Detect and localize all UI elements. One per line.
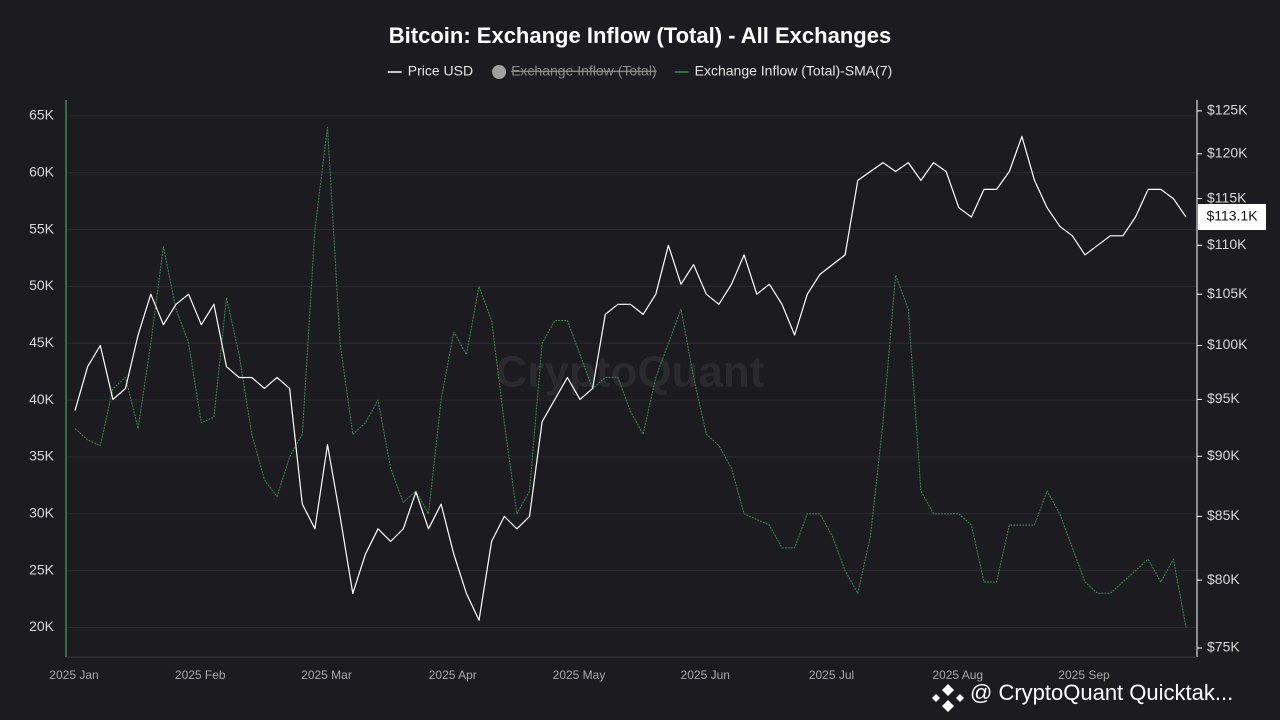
y2-tick-label: $125K [1207, 102, 1248, 118]
y2-tick-label: $110K [1207, 236, 1247, 252]
y2-tick-label: $120K [1207, 145, 1248, 161]
legend-label: Exchange Inflow (Total) [511, 63, 657, 79]
y-tick-label: 20K [29, 618, 55, 634]
x-tick-label: 2025 Aug [932, 668, 983, 682]
y-tick-label: 40K [29, 391, 55, 407]
price-label: $113.1K [1206, 208, 1258, 224]
y2-tick-label: $80K [1207, 571, 1240, 587]
chart-title: Bitcoin: Exchange Inflow (Total) - All E… [389, 23, 891, 48]
watermark: CryptoQuant [496, 348, 765, 397]
legend-label: Price USD [408, 63, 473, 79]
y-tick-label: 55K [29, 220, 55, 236]
y-tick-label: 35K [29, 448, 55, 464]
y-tick-label: 60K [29, 163, 55, 179]
y-tick-label: 45K [29, 334, 55, 350]
y-tick-label: 65K [29, 107, 55, 123]
x-tick-label: 2025 Apr [429, 668, 477, 682]
footer-logo [932, 684, 964, 712]
x-tick-label: 2025 Jul [809, 668, 854, 682]
y2-tick-label: $75K [1207, 639, 1240, 655]
legend: Price USD Exchange Inflow (Total) Exchange… [387, 63, 893, 79]
x-tick-label: 2025 Feb [175, 668, 226, 682]
series-line [74, 135, 1187, 621]
y-tick-label: 50K [29, 277, 55, 293]
y2-tick-label: $90K [1207, 447, 1240, 463]
series-line [74, 126, 1187, 628]
x-tick-label: 2025 May [553, 668, 606, 682]
y2-tick-label: $85K [1207, 507, 1240, 523]
legend-label: Exchange Inflow (Total)-SMA(7) [695, 63, 893, 79]
y-tick-label: 30K [29, 504, 55, 520]
x-tick-label: 2025 Jan [49, 668, 98, 682]
x-tick-label: 2025 Mar [301, 668, 352, 682]
y2-tick-label: $115K [1207, 189, 1247, 205]
x-tick-label: 2025 Sep [1058, 668, 1110, 682]
x-tick-label: 2025 Jun [681, 668, 730, 682]
footer-text: @ CryptoQuant Quicktak... [970, 680, 1233, 705]
price-label-box [1198, 203, 1266, 230]
y2-tick-label: $95K [1207, 390, 1240, 406]
y2-tick-label: $100K [1207, 336, 1248, 352]
y2-tick-label: $105K [1207, 285, 1248, 301]
legend-swatch [492, 65, 507, 79]
y-tick-label: 25K [29, 561, 55, 577]
